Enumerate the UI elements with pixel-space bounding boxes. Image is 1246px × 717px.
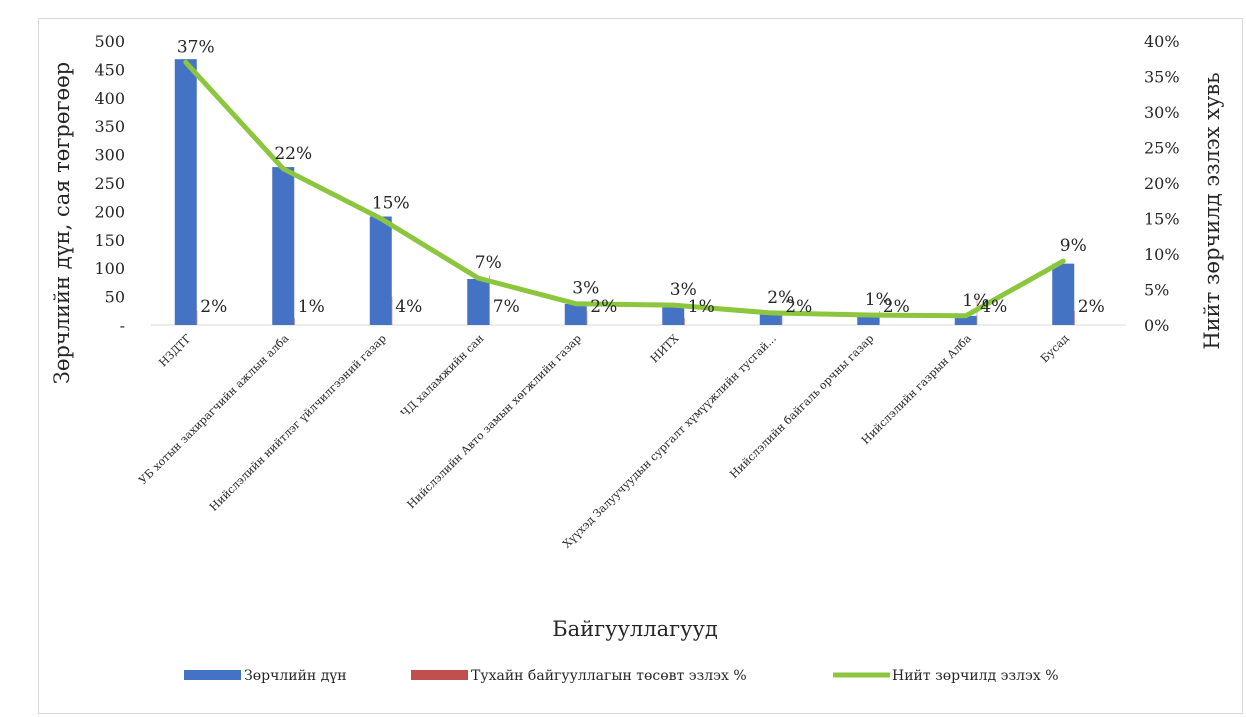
combo-chart: - 50 100 150 200 250 300 350 400 450 500 0% 5% 10% 15… (50, 32, 1224, 684)
data-label-total-pct: 7% (475, 253, 502, 273)
data-label-total-pct: 37% (177, 37, 215, 57)
y2-tick-label: 10% (1144, 245, 1180, 264)
figure-title (0, 0, 1246, 15)
category-label: НИТХ (648, 332, 682, 366)
bar-zorchlin-dun (1052, 263, 1075, 325)
bar-zorchlin-dun (857, 315, 880, 325)
data-label-budget-pct: 2% (883, 297, 910, 317)
data-label-total-pct: 2% (767, 288, 794, 308)
bar-zorchlin-dun (174, 59, 197, 326)
bar-tusviin-ezlekh (879, 310, 880, 325)
bar-zorchlin-dun (662, 305, 685, 325)
bar-zorchlin-dun (272, 167, 295, 325)
category-label: УБ хотын захирагчийн ажлын алба (136, 332, 291, 487)
data-label-budget-pct: 4% (395, 297, 422, 317)
legend-swatch (184, 670, 241, 680)
y2-tick-label: 15% (1144, 210, 1180, 229)
y-tick-label: 250 (94, 174, 125, 193)
bar-zorchlin-dun (954, 315, 977, 325)
legend-label: Зөрчлийн дүн (244, 668, 347, 684)
y-tick-label: 350 (94, 117, 125, 136)
category-label: НЗДТГ (156, 332, 193, 369)
bar-tusviin-ezlekh (489, 275, 490, 325)
data-label-budget-pct: 2% (200, 297, 227, 317)
y2-tick-label: 5% (1144, 281, 1169, 300)
category-label: Бусад (1038, 332, 1071, 365)
data-label-total-pct: 3% (670, 280, 697, 300)
left-axis-ticks: - 50 100 150 200 250 300 350 400 450 500 (94, 32, 125, 335)
legend-label: Нийт зөрчилд эзлэх % (892, 668, 1059, 684)
y2-tick-label: 0% (1144, 316, 1169, 335)
category-label: Нийслэлийн газрын Алба (859, 332, 974, 447)
bar-tusviin-ezlekh (391, 296, 393, 325)
category-label: Хүүхэд Залуучуудын сургалт хүмүүжлийн ту… (560, 332, 779, 551)
data-label-total-pct: 1% (865, 290, 892, 310)
y2-tick-label: 25% (1144, 139, 1180, 158)
bar-zorchlin-dun (759, 313, 782, 325)
y-tick-label: - (120, 316, 125, 335)
y2-tick-label: 30% (1144, 103, 1180, 122)
data-label-budget-pct: 1% (298, 297, 325, 317)
legend-swatch (411, 670, 468, 680)
bar-zorchlin-dun (467, 278, 490, 325)
y-tick-label: 150 (94, 231, 125, 250)
line-series-group (183, 59, 1066, 319)
bar-zorchlin-dun (564, 303, 587, 325)
y-axis-title: Зөрчлийн дүн, сая төгрөгөөр (50, 62, 74, 385)
legend-label: Тухайн байгууллагын төсөвт эзлэх % (471, 668, 747, 684)
data-label-total-pct: 1% (962, 291, 989, 311)
category-label: Нийслэлийн Авто замын хөгжлийн газар (405, 332, 584, 511)
data-label-budget-pct: 1% (688, 297, 715, 317)
y2-tick-label: 40% (1144, 32, 1180, 51)
y2-tick-label: 20% (1144, 174, 1180, 193)
data-label-total-pct: 22% (274, 144, 312, 164)
data-label-budget-pct: 2% (590, 297, 617, 317)
bar-tusviin-ezlekh (586, 310, 588, 325)
bar-tusviin-ezlekh (196, 310, 198, 325)
bar-zorchlin-dun (369, 216, 392, 325)
y2-tick-label: 35% (1144, 68, 1180, 87)
chart-area: - 50 100 150 200 250 300 350 400 450 500 0% 5% 10% 15… (38, 18, 1243, 714)
data-labels-group: 2% 1% 4% 7% 2% 1% 2% 2% 4% 2%37%22%15%7%3% 3% 2% 1% 1… (177, 37, 1105, 317)
data-label-budget-pct: 2% (785, 297, 812, 317)
y-tick-label: 450 (94, 60, 125, 79)
y-tick-label: 200 (94, 202, 125, 221)
legend: Зөрчлийн дүн Тухайн байгууллагын төсөвт э… (184, 668, 1059, 684)
data-label-total-pct: 15% (372, 194, 410, 214)
data-label-total-pct: 9% (1060, 236, 1087, 256)
right-axis-ticks: 0% 5% 10% 15% 20% 25% 30% 35% 40% (1144, 32, 1180, 335)
bar-tusviin-ezlekh (684, 317, 685, 325)
bar-tusviin-ezlekh (294, 317, 295, 325)
line-niit-zorchild-ezlekh (183, 59, 1066, 319)
bar-tusviin-ezlekh (781, 310, 783, 325)
y-tick-label: 300 (94, 146, 125, 165)
bar-tusviin-ezlekh (1074, 310, 1075, 325)
y-tick-label: 50 (105, 288, 125, 307)
y-tick-label: 400 (94, 89, 125, 108)
data-label-budget-pct: 4% (980, 297, 1007, 317)
category-label: ЧД халамжийн сан (398, 332, 486, 420)
y2-axis-title: Нийт зөрчилд эзлэх хувь (1200, 72, 1224, 349)
bar-series-group (174, 59, 1075, 326)
y-tick-label: 500 (94, 32, 125, 51)
category-label: Нийслэлийн нийтлэг үйлчилгээний газар (207, 332, 389, 514)
data-label-total-pct: 3% (572, 279, 599, 299)
y-tick-label: 100 (94, 259, 125, 278)
data-label-budget-pct: 2% (1078, 297, 1105, 317)
data-label-budget-pct: 7% (493, 297, 520, 317)
x-axis-title: Байгууллагууд (552, 617, 718, 641)
